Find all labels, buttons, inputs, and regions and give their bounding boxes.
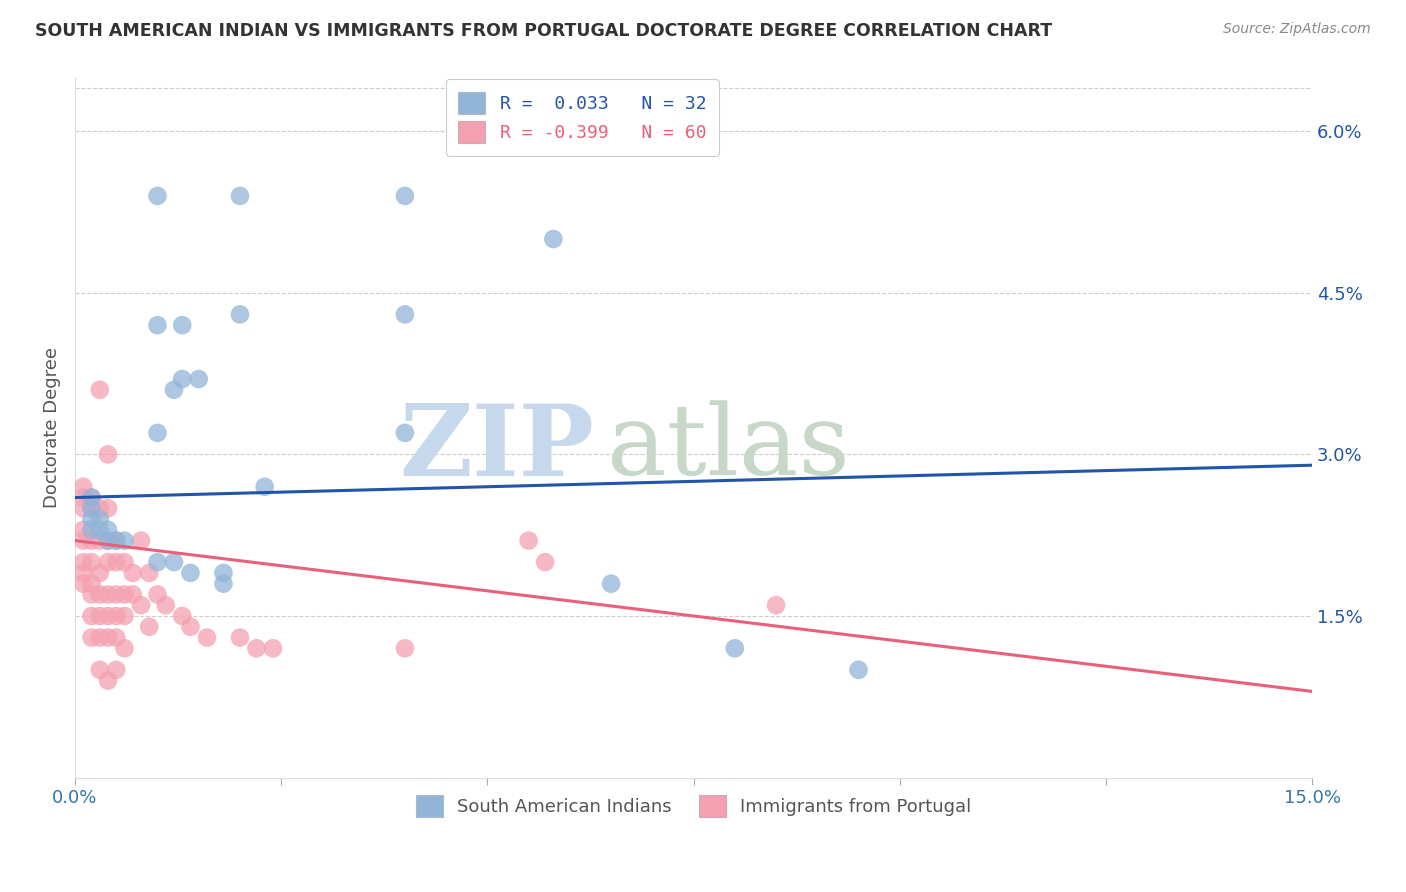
Y-axis label: Doctorate Degree: Doctorate Degree	[44, 347, 60, 508]
Point	[80, 576, 103, 591]
Point	[229, 307, 252, 321]
Point	[72, 523, 94, 537]
Text: atlas: atlas	[607, 401, 849, 497]
Point	[163, 383, 186, 397]
Point	[212, 576, 235, 591]
Point	[146, 318, 169, 333]
Point	[253, 480, 276, 494]
Point	[80, 533, 103, 548]
Point	[543, 232, 565, 246]
Point	[89, 501, 111, 516]
Point	[80, 631, 103, 645]
Point	[765, 599, 787, 613]
Text: Source: ZipAtlas.com: Source: ZipAtlas.com	[1223, 22, 1371, 37]
Text: ZIP: ZIP	[399, 400, 595, 497]
Point	[172, 609, 194, 624]
Point	[212, 566, 235, 580]
Point	[600, 576, 623, 591]
Point	[72, 533, 94, 548]
Point	[72, 480, 94, 494]
Point	[89, 523, 111, 537]
Point	[72, 501, 94, 516]
Point	[80, 587, 103, 601]
Point	[105, 609, 128, 624]
Point	[724, 641, 747, 656]
Point	[394, 425, 416, 440]
Point	[394, 641, 416, 656]
Point	[129, 599, 152, 613]
Point	[121, 587, 143, 601]
Point	[172, 318, 194, 333]
Point	[534, 555, 557, 569]
Point	[97, 523, 120, 537]
Point	[105, 555, 128, 569]
Point	[97, 501, 120, 516]
Point	[105, 631, 128, 645]
Point	[172, 372, 194, 386]
Point	[105, 533, 128, 548]
Point	[114, 609, 136, 624]
Point	[72, 555, 94, 569]
Point	[155, 599, 177, 613]
Point	[179, 566, 201, 580]
Point	[89, 512, 111, 526]
Point	[146, 425, 169, 440]
Point	[89, 663, 111, 677]
Point	[97, 555, 120, 569]
Point	[72, 566, 94, 580]
Point	[97, 631, 120, 645]
Point	[114, 587, 136, 601]
Point	[89, 631, 111, 645]
Point	[187, 372, 209, 386]
Point	[89, 383, 111, 397]
Point	[89, 609, 111, 624]
Point	[80, 523, 103, 537]
Legend: South American Indians, Immigrants from Portugal: South American Indians, Immigrants from …	[408, 788, 979, 824]
Point	[245, 641, 267, 656]
Text: SOUTH AMERICAN INDIAN VS IMMIGRANTS FROM PORTUGAL DOCTORATE DEGREE CORRELATION C: SOUTH AMERICAN INDIAN VS IMMIGRANTS FROM…	[35, 22, 1052, 40]
Point	[179, 620, 201, 634]
Point	[129, 533, 152, 548]
Point	[394, 307, 416, 321]
Point	[105, 587, 128, 601]
Point	[105, 663, 128, 677]
Point	[105, 533, 128, 548]
Point	[89, 587, 111, 601]
Point	[80, 491, 103, 505]
Point	[114, 533, 136, 548]
Point	[97, 533, 120, 548]
Point	[114, 555, 136, 569]
Point	[80, 512, 103, 526]
Point	[97, 533, 120, 548]
Point	[394, 189, 416, 203]
Point	[80, 501, 103, 516]
Point	[517, 533, 540, 548]
Point	[72, 576, 94, 591]
Point	[146, 189, 169, 203]
Point	[89, 566, 111, 580]
Point	[195, 631, 218, 645]
Point	[848, 663, 870, 677]
Point	[97, 587, 120, 601]
Point	[97, 447, 120, 461]
Point	[80, 555, 103, 569]
Point	[89, 533, 111, 548]
Point	[138, 620, 160, 634]
Point	[80, 491, 103, 505]
Point	[114, 641, 136, 656]
Point	[121, 566, 143, 580]
Point	[80, 501, 103, 516]
Point	[138, 566, 160, 580]
Point	[80, 609, 103, 624]
Point	[72, 491, 94, 505]
Point	[146, 555, 169, 569]
Point	[229, 631, 252, 645]
Point	[97, 609, 120, 624]
Point	[97, 673, 120, 688]
Point	[262, 641, 284, 656]
Point	[146, 587, 169, 601]
Point	[163, 555, 186, 569]
Point	[229, 189, 252, 203]
